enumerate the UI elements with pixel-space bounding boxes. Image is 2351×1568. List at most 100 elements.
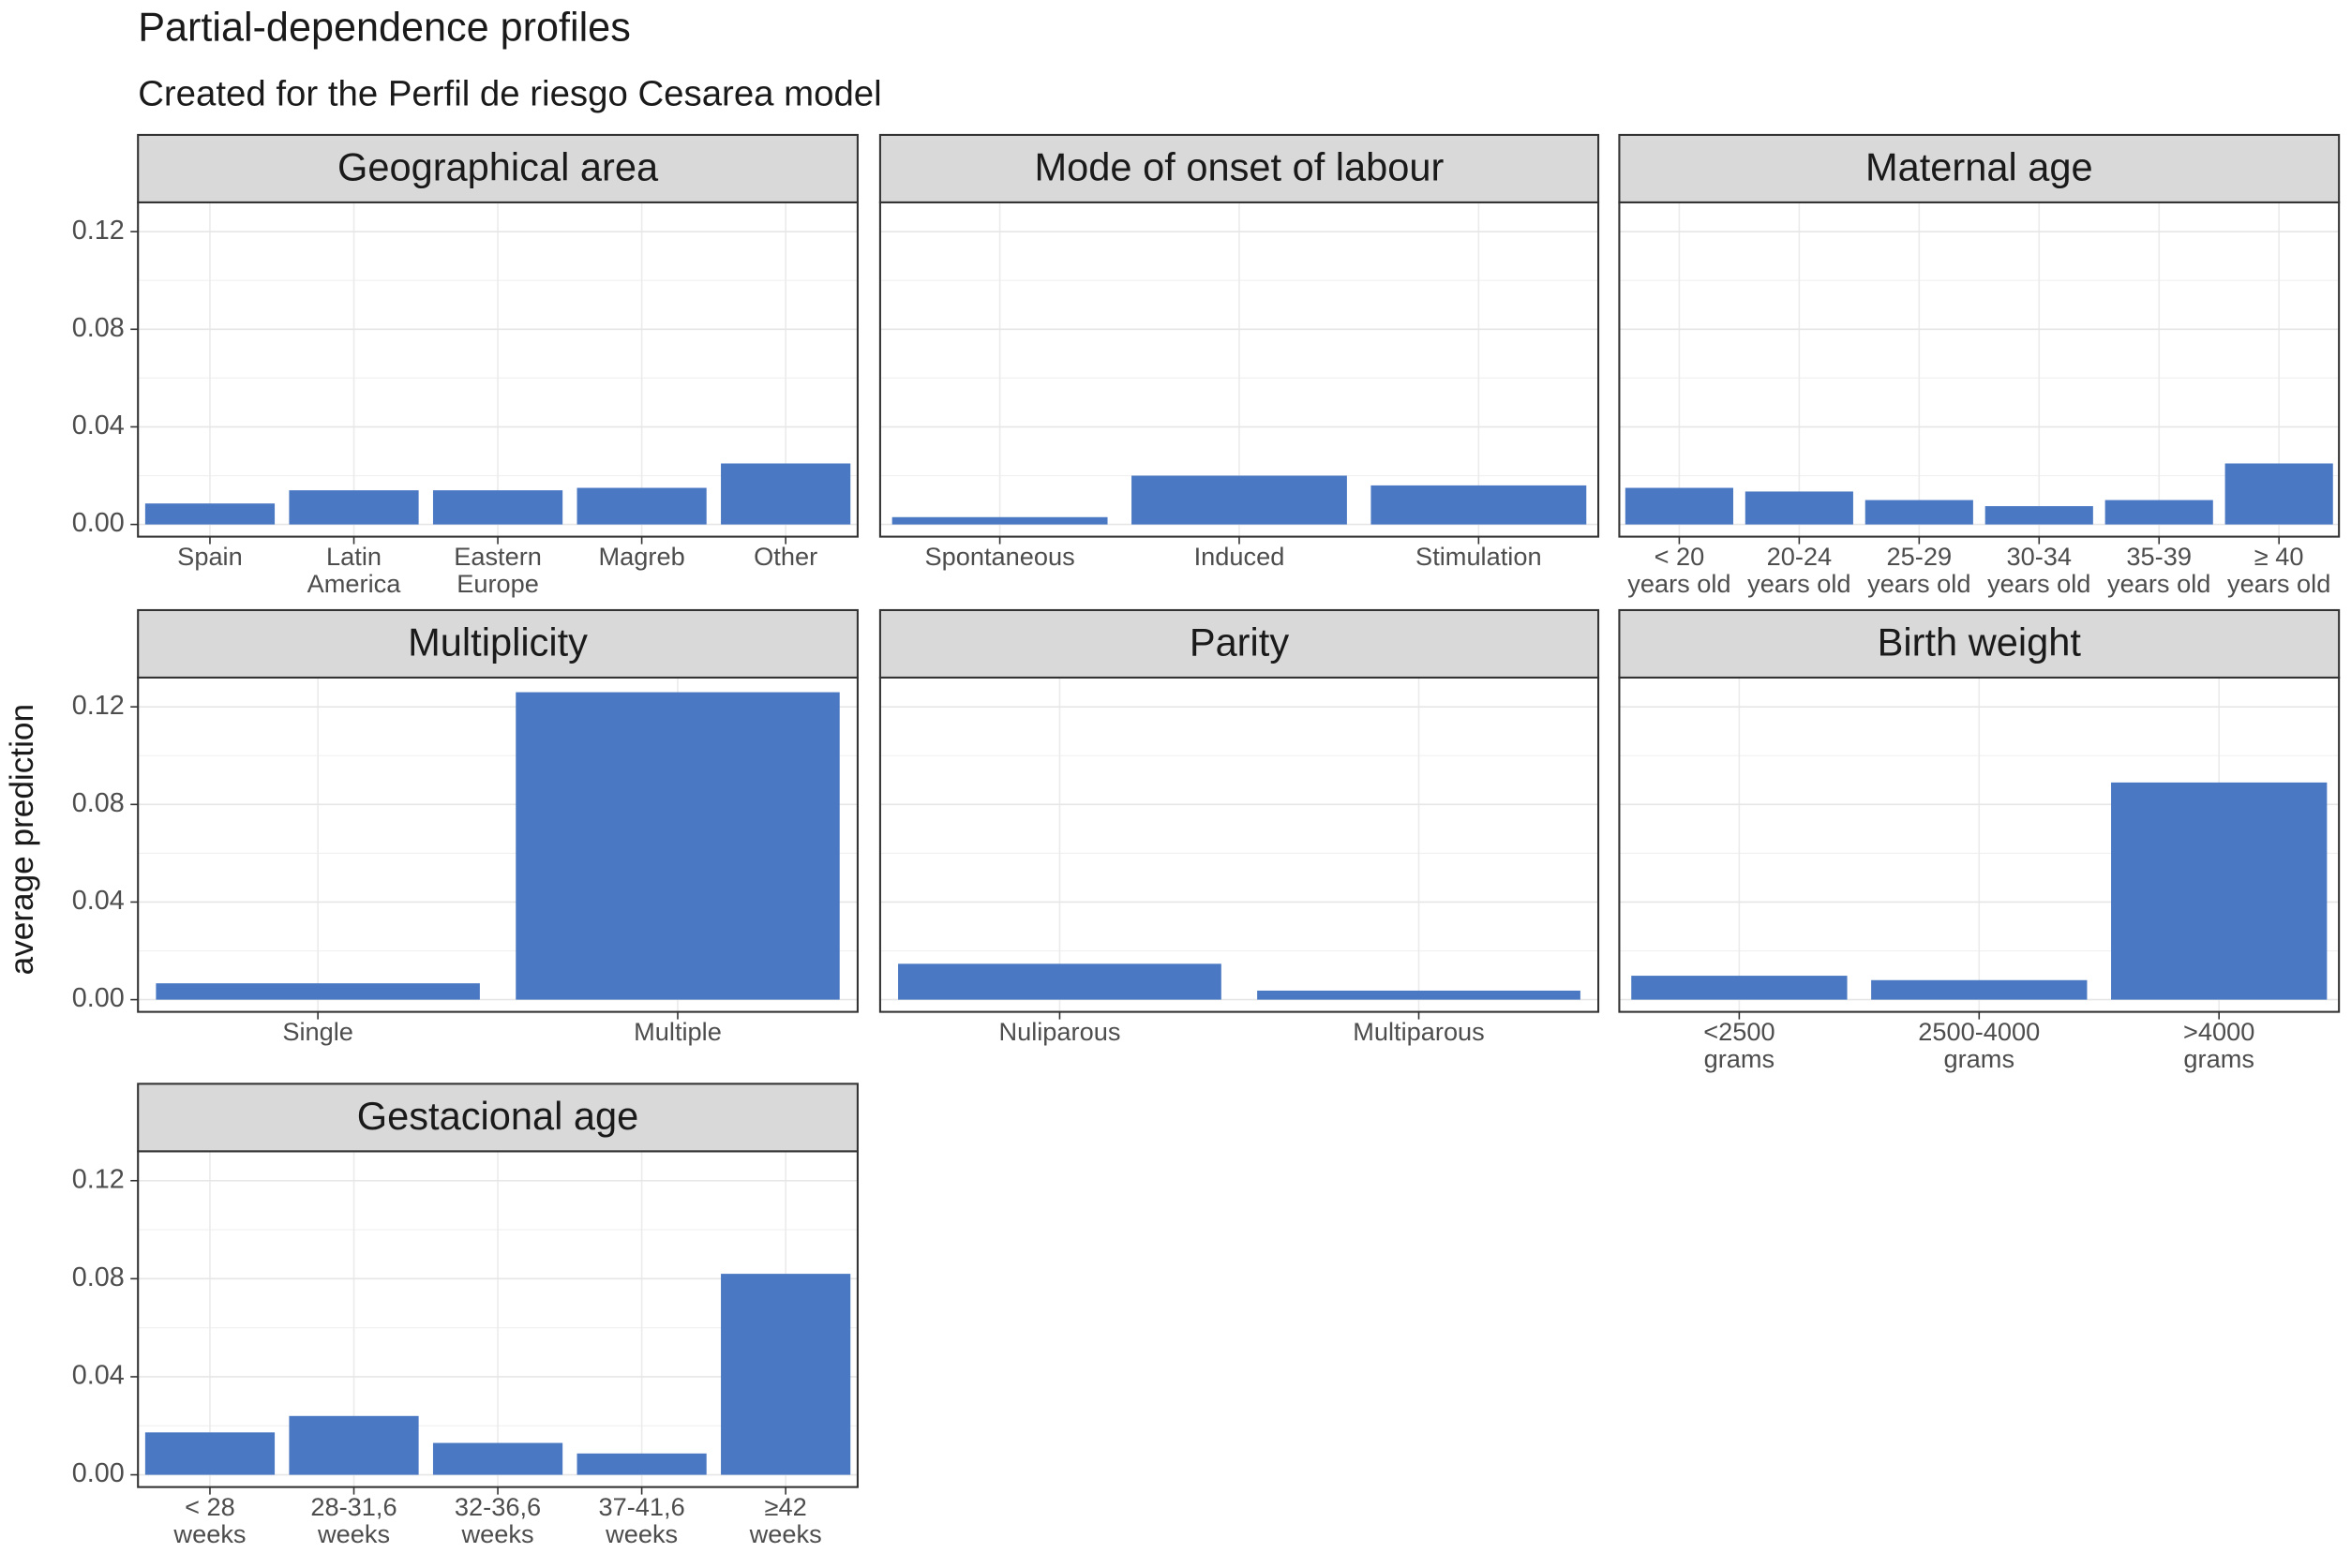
strip <box>1618 133 2341 203</box>
x-tick-label: Multiple <box>634 1019 722 1047</box>
x-tick-label: Stimulation <box>1415 544 1542 572</box>
x-tick-label-box: Nuliparous <box>998 1019 1121 1047</box>
x-tick-label: 37-41,6 weeks <box>598 1494 685 1549</box>
strip <box>137 1083 859 1153</box>
bar <box>289 1415 419 1475</box>
x-tick-label: Magreb <box>598 544 685 572</box>
y-axis-label: average prediction <box>4 704 40 975</box>
bar <box>577 487 707 525</box>
x-tick-label: 20-24 years old <box>1747 544 1851 599</box>
bar <box>2104 500 2213 525</box>
bar <box>156 983 480 1000</box>
x-tick-label: 2500-4000 grams <box>1918 1019 2041 1074</box>
plot-background <box>879 677 1599 1012</box>
x-tick-label: Other <box>754 544 818 572</box>
x-tick-label-box: Latin America <box>307 544 401 599</box>
bar <box>2224 463 2333 525</box>
bar <box>516 692 840 1000</box>
bar <box>144 1432 276 1475</box>
x-tick-label: ≥42 weeks <box>749 1494 822 1549</box>
x-tick-label-box: 20-24 years old <box>1747 544 1851 599</box>
bar <box>1131 475 1347 525</box>
x-tick-label: <2500 grams <box>1703 1019 1775 1074</box>
bar <box>1864 500 1973 525</box>
x-tick-label-box: Spontaneous <box>924 545 1074 572</box>
bar <box>721 463 851 525</box>
strip <box>137 608 859 679</box>
bar <box>1984 506 2093 525</box>
x-tick-label-box: Other <box>754 544 818 572</box>
strip <box>1618 608 2341 679</box>
x-tick-label-box: Eastern Europe <box>454 544 542 599</box>
x-tick-label-box: 28-31,6 weeks <box>310 1495 397 1549</box>
chart-subtitle: Created for the Perfil de riesgo Cesarea… <box>138 74 882 114</box>
x-tick-label-box: < 28 weeks <box>173 1494 247 1549</box>
x-tick-label-box: Magreb <box>598 544 685 572</box>
y-tick-label: 0.00 <box>72 983 125 1013</box>
panel-title: Parity <box>1190 620 1289 665</box>
bar <box>898 963 1221 1000</box>
panel-title: Multiplicity <box>408 620 588 665</box>
x-tick-label: Nuliparous <box>998 1019 1121 1047</box>
x-tick-label-box: Stimulation <box>1415 544 1542 572</box>
bar <box>1257 990 1580 1000</box>
y-tick-label: 0.00 <box>72 1458 125 1488</box>
x-tick-label: Multiparous <box>1353 1019 1485 1047</box>
x-tick-label-box: 25-29 years old <box>1867 544 1971 599</box>
y-tick-label: 0.04 <box>72 411 125 441</box>
x-tick-label: < 20 years old <box>1627 544 1731 599</box>
strip <box>878 133 1600 203</box>
x-tick-label-box: <2500 grams <box>1703 1019 1775 1074</box>
x-tick-label: 32-36,6 weeks <box>454 1494 542 1549</box>
chart-title: Partial-dependence profiles <box>138 5 631 50</box>
x-tick-label-box: Multiple <box>634 1019 722 1047</box>
x-tick-label: Eastern Europe <box>454 544 542 599</box>
panel-title: Maternal age <box>1865 145 2093 189</box>
bar <box>144 503 276 525</box>
bar <box>2111 782 2328 1000</box>
bar <box>1625 487 1733 525</box>
y-tick-label: 0.00 <box>72 508 125 538</box>
x-tick-label-box: ≥42 weeks <box>749 1494 822 1549</box>
x-tick-label-box: < 20 years old <box>1627 544 1731 599</box>
y-tick-label: 0.04 <box>72 886 125 916</box>
x-tick-label-box: 30-34 years old <box>1987 544 2091 599</box>
x-tick-label-box: 2500-4000 grams <box>1918 1019 2041 1074</box>
bar <box>289 490 419 525</box>
x-tick-label-box: Multiparous <box>1353 1019 1485 1047</box>
x-tick-label: Spain <box>177 544 243 572</box>
plot-background <box>1619 202 2340 537</box>
y-tick-label: 0.08 <box>72 313 125 343</box>
bar <box>891 516 1108 525</box>
strip <box>878 608 1600 679</box>
x-tick-label: Latin America <box>307 544 401 599</box>
x-tick-label: ≥ 40 years old <box>2226 544 2331 599</box>
bar <box>1871 979 2088 1000</box>
bar <box>432 1442 563 1475</box>
x-tick-label-box: Single <box>282 1019 353 1047</box>
y-tick-label: 0.08 <box>72 788 125 818</box>
x-tick-label: < 28 weeks <box>173 1494 247 1549</box>
x-tick-label: 25-29 years old <box>1867 544 1971 599</box>
bar <box>1370 485 1587 525</box>
panel-title: Birth weight <box>1878 620 2082 665</box>
x-tick-label-box: 37-41,6 weeks <box>598 1494 685 1549</box>
strip <box>137 133 859 203</box>
x-tick-label-box: Induced <box>1193 544 1285 572</box>
y-tick-label: 0.12 <box>72 691 125 721</box>
x-tick-label: 30-34 years old <box>1987 544 2091 599</box>
bar <box>577 1453 707 1475</box>
x-tick-label: 35-39 years old <box>2107 544 2211 599</box>
y-tick-label: 0.12 <box>72 216 125 246</box>
panel-title: Geographical area <box>337 145 659 189</box>
x-tick-label: Single <box>282 1019 353 1047</box>
x-tick-label-box: 35-39 years old <box>2107 544 2211 599</box>
panel-title: Mode of onset of labour <box>1035 145 1445 189</box>
y-tick-label: 0.08 <box>72 1262 125 1292</box>
x-tick-label: Induced <box>1193 544 1285 572</box>
y-tick-label: 0.12 <box>72 1164 125 1194</box>
x-tick-label-box: Spain <box>177 544 243 572</box>
bar <box>1631 976 1848 1000</box>
